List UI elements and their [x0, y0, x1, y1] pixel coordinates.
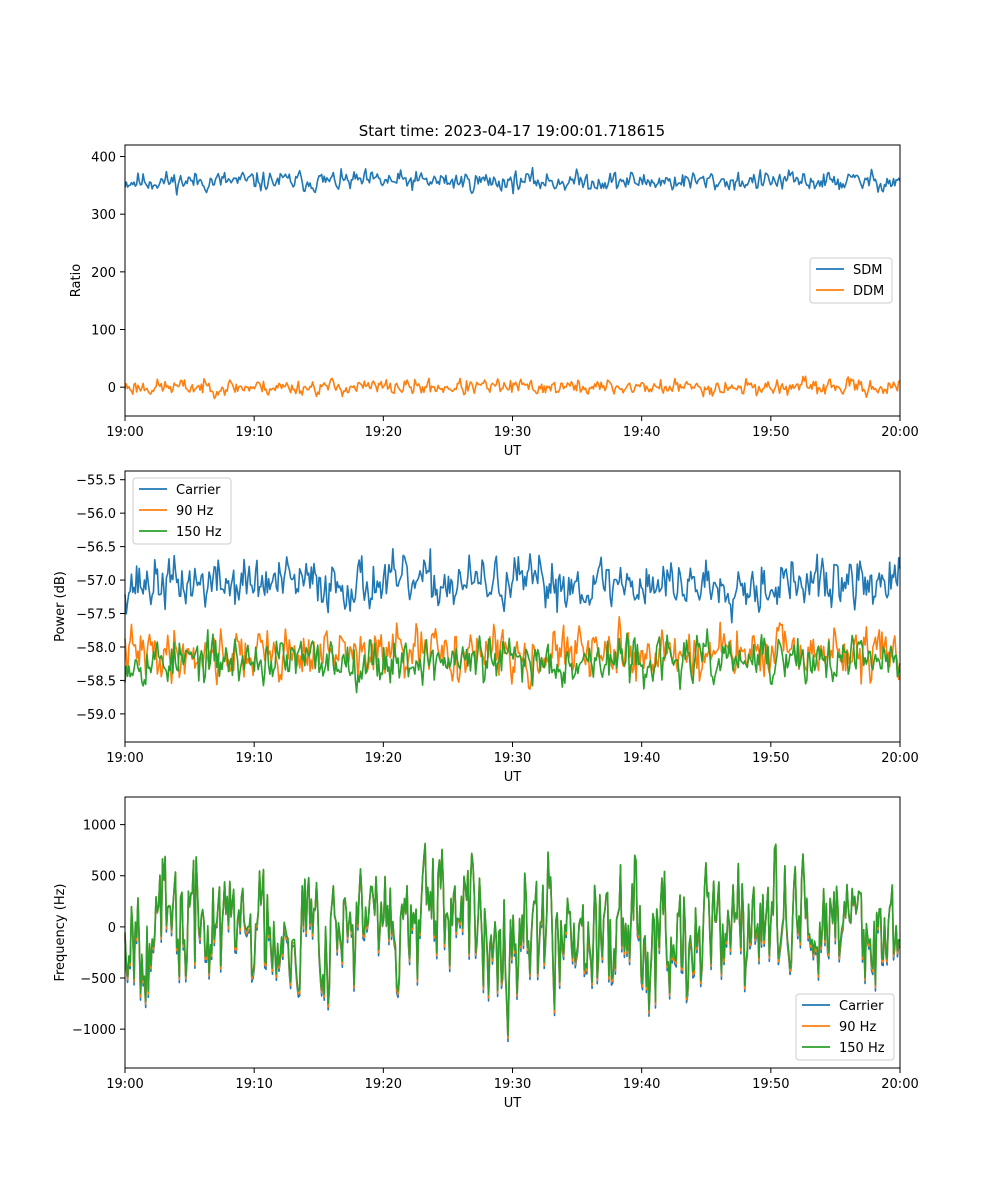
- legend-label: Carrier: [176, 483, 221, 498]
- legend-label: 90 Hz: [176, 504, 213, 519]
- legend-label: 90 Hz: [839, 1020, 876, 1035]
- x-axis-label: UT: [504, 1096, 522, 1111]
- y-tick-label: −56.5: [76, 541, 116, 556]
- series-line-sdm: [124, 166, 901, 196]
- legend-label: DDM: [853, 284, 884, 299]
- legend-label: SDM: [853, 263, 882, 278]
- series-line-150-hz: [124, 842, 901, 1037]
- x-tick-label: 19:10: [235, 1077, 272, 1092]
- y-axis-label: Frequency (Hz): [53, 883, 68, 981]
- x-tick-label: 19:20: [365, 751, 402, 766]
- figure-title: Start time: 2023-04-17 19:00:01.718615: [359, 122, 665, 140]
- y-tick-label: 300: [91, 208, 116, 223]
- legend-box: [795, 993, 895, 1061]
- y-tick-label: −56.0: [76, 507, 116, 522]
- y-axis-label: Power (dB): [53, 571, 68, 642]
- y-tick-label: −59.0: [76, 708, 116, 723]
- y-tick-label: −500: [80, 972, 116, 987]
- series-line-150-hz: [124, 628, 901, 694]
- y-tick-label: 1000: [83, 819, 116, 834]
- x-tick-label: 19:10: [235, 751, 272, 766]
- y-tick-label: −58.5: [76, 674, 116, 689]
- x-tick-label: 20:00: [881, 425, 918, 440]
- y-tick-label: 0: [108, 921, 116, 936]
- x-tick-label: 20:00: [881, 1077, 918, 1092]
- x-tick-label: 19:50: [752, 425, 789, 440]
- x-tick-label: 19:20: [365, 425, 402, 440]
- legend-label: Carrier: [839, 999, 884, 1014]
- y-tick-label: −57.5: [76, 608, 116, 623]
- x-axis-label: UT: [504, 770, 522, 785]
- x-tick-label: 19:00: [106, 1077, 143, 1092]
- x-tick-label: 19:50: [752, 1077, 789, 1092]
- x-tick-label: 20:00: [881, 751, 918, 766]
- y-tick-label: −1000: [72, 1023, 116, 1038]
- x-tick-label: 19:00: [106, 425, 143, 440]
- x-tick-label: 19:40: [623, 751, 660, 766]
- legend-box: [132, 477, 232, 545]
- y-axis-label: Ratio: [69, 264, 84, 297]
- y-tick-label: 500: [91, 870, 116, 885]
- legend-label: 150 Hz: [839, 1041, 885, 1056]
- x-tick-label: 19:50: [752, 751, 789, 766]
- x-tick-label: 19:40: [623, 425, 660, 440]
- y-tick-label: −55.5: [76, 474, 116, 489]
- x-tick-label: 19:00: [106, 751, 143, 766]
- series-line-ddm: [124, 375, 901, 400]
- y-tick-label: −58.0: [76, 641, 116, 656]
- y-tick-label: 0: [108, 381, 116, 396]
- x-tick-label: 19:10: [235, 425, 272, 440]
- y-tick-label: 200: [91, 266, 116, 281]
- y-tick-label: 400: [91, 151, 116, 166]
- x-tick-label: 19:30: [494, 425, 531, 440]
- x-axis-label: UT: [504, 444, 522, 459]
- x-tick-label: 19:30: [494, 1077, 531, 1092]
- x-tick-label: 19:40: [623, 1077, 660, 1092]
- series-line-carrier: [124, 547, 901, 624]
- x-tick-label: 19:20: [365, 1077, 402, 1092]
- x-tick-label: 19:30: [494, 751, 531, 766]
- y-tick-label: −57.0: [76, 574, 116, 589]
- y-tick-label: 100: [91, 324, 116, 339]
- legend-label: 150 Hz: [176, 525, 222, 540]
